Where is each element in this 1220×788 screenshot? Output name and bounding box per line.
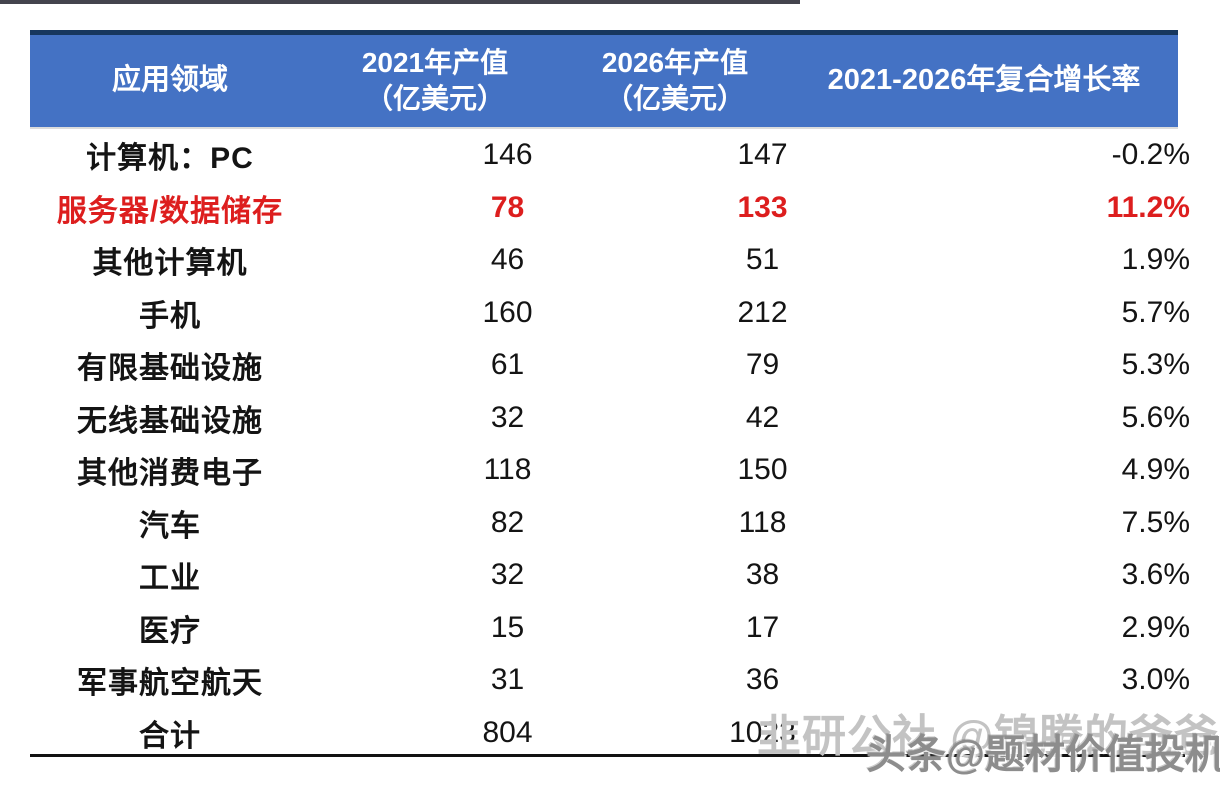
cell-label: 工业	[139, 562, 201, 596]
table-row: 工业 32 38 3.6%	[30, 549, 1192, 602]
cell-label: 服务器/数据储存	[56, 194, 284, 228]
cell-2021-value: 78	[490, 190, 525, 224]
header-label-line1: 2021年产值	[361, 46, 509, 78]
header-cell-application-field: 应用领域	[30, 35, 310, 127]
table-row: 其他消费电子 118 150 4.9%	[30, 444, 1192, 497]
cell-label: 汽车	[139, 509, 201, 543]
cell-2021-value: 146	[482, 138, 533, 172]
table-row: 汽车 82 118 7.5%	[30, 497, 1192, 550]
cell-2021-value: 31	[490, 663, 525, 697]
table-body: 计算机：PC 146 147 -0.2% 服务器/数据储存 78 133 11.2% 其他计算机…	[30, 129, 1192, 759]
cell-cagr: -0.2%	[1111, 138, 1190, 172]
table-row: 医疗 15 17 2.9%	[30, 602, 1192, 655]
cell-2026-value: 118	[738, 505, 787, 539]
header-cell-2026-value: 2026年产值 （亿美元）	[560, 35, 790, 127]
cell-label: 军事航空航天	[77, 667, 263, 701]
cell-label: 医疗	[139, 614, 201, 648]
header-label-line2: （亿美元）	[604, 83, 745, 114]
table-row: 手机 160 212 5.7%	[30, 287, 1192, 340]
cell-2021-value: 32	[490, 558, 525, 592]
cell-2021-value: 118	[483, 453, 532, 487]
cell-2026-value: 133	[737, 190, 788, 224]
cell-2026-value: 42	[745, 400, 780, 434]
cell-cagr: 11.2%	[1106, 190, 1190, 224]
cell-2021-value: 15	[490, 610, 525, 644]
table-row: 服务器/数据储存 78 133 11.2%	[30, 182, 1192, 235]
cell-cagr: 3.6%	[1121, 558, 1190, 592]
cell-2021-value: 82	[490, 505, 525, 539]
cell-cagr: 4.9%	[1121, 453, 1190, 487]
table-row: 无线基础设施 32 42 5.6%	[30, 392, 1192, 445]
cell-2026-value: 17	[745, 610, 780, 644]
table-bottom-border	[30, 754, 1185, 757]
header-label: 2021-2026年复合增长率	[827, 64, 1141, 97]
table-row: 合计 804 1023	[30, 707, 1192, 760]
cell-2026-value: 1023	[729, 715, 796, 749]
table-row: 有限基础设施 61 79 5.3%	[30, 339, 1192, 392]
cell-2021-value: 32	[490, 400, 525, 434]
cell-label: 无线基础设施	[77, 404, 263, 438]
cell-2026-value: 51	[745, 243, 780, 277]
table-row: 军事航空航天 31 36 3.0%	[30, 654, 1192, 707]
table-header-row: 应用领域 2021年产值 （亿美元） 2026年产值 （亿美元） 2021-20…	[30, 30, 1178, 129]
cell-cagr: 2.9%	[1121, 610, 1190, 644]
header-label-line1: 2026年产值	[601, 46, 749, 78]
cell-2021-value: 804	[482, 715, 533, 749]
cell-2026-value: 212	[737, 295, 788, 329]
table-row: 计算机：PC 146 147 -0.2%	[30, 129, 1192, 182]
cell-2026-value: 150	[737, 453, 788, 487]
cell-cagr: 5.7%	[1121, 295, 1190, 329]
cell-cagr: 5.6%	[1121, 400, 1190, 434]
cell-label: 有限基础设施	[77, 352, 263, 386]
header-label: 应用领域	[111, 64, 228, 97]
watermark-jiuyan-community: 韭研公社 @锦腾的爸爸	[757, 712, 1220, 761]
cell-cagr: 3.0%	[1121, 663, 1190, 697]
cell-cagr: 1.9%	[1121, 243, 1190, 277]
cell-label: 其他计算机	[92, 247, 248, 281]
cell-2026-value: 79	[745, 348, 780, 382]
header-cell-cagr: 2021-2026年复合增长率	[790, 35, 1178, 127]
header-label-line2: （亿美元）	[364, 83, 505, 114]
cell-label: 合计	[139, 719, 201, 753]
cell-label: 计算机：PC	[86, 142, 254, 176]
cell-cagr: 7.5%	[1121, 505, 1190, 539]
cropped-content-bar	[0, 0, 800, 4]
cell-2021-value: 46	[490, 243, 525, 277]
cell-cagr: 5.3%	[1121, 348, 1190, 382]
cell-2026-value: 36	[745, 663, 780, 697]
cell-2021-value: 160	[482, 295, 533, 329]
cell-label: 其他消费电子	[77, 457, 263, 491]
watermark-toutiao-account: 头条@题材价值投机	[866, 733, 1220, 777]
cell-2021-value: 61	[490, 348, 525, 382]
cell-2026-value: 147	[737, 138, 788, 172]
header-cell-2021-value: 2021年产值 （亿美元）	[310, 35, 560, 127]
application-value-table: 应用领域 2021年产值 （亿美元） 2026年产值 （亿美元） 2021-20…	[30, 30, 1192, 759]
cell-label: 手机	[139, 299, 201, 333]
table-row: 其他计算机 46 51 1.9%	[30, 234, 1192, 287]
cell-2026-value: 38	[745, 558, 780, 592]
